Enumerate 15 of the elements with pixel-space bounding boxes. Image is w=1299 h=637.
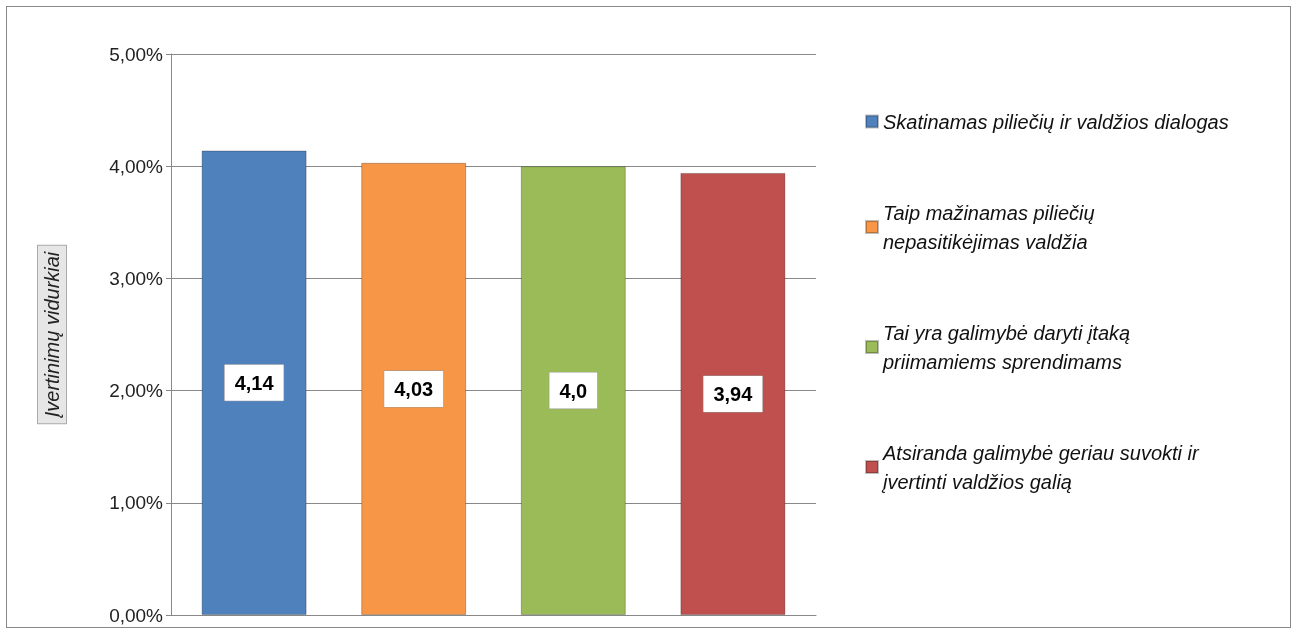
data-label: 4,03 [394,377,434,400]
data-label: 3,94 [713,382,754,405]
y-tick-label: 4,00% [109,155,164,177]
y-axis-title: Įvertinimų vidurkiai [41,251,63,419]
data-label: 4,0 [559,379,588,402]
legend-label: Tai yra galimybė daryti įtaką priimamiems sprendimams [882,321,1136,373]
legend-label: Taip mažinamas piliečių nepasitikėjimas valdžia [883,201,1101,253]
y-tick-label: 0,00% [109,604,164,626]
legend-label: Atsiranda galimybė geriau suvokti ir įvertinti valdžios galią [881,441,1205,493]
legend-label: Skatinamas piliečių ir valdžios dialogas [883,110,1229,133]
data-label: 4,14 [234,371,275,394]
y-tick-label: 2,00% [109,380,164,402]
y-tick-label: 1,00% [109,492,164,514]
y-tick-label: 5,00% [109,43,164,65]
y-tick-label: 3,00% [109,267,164,289]
